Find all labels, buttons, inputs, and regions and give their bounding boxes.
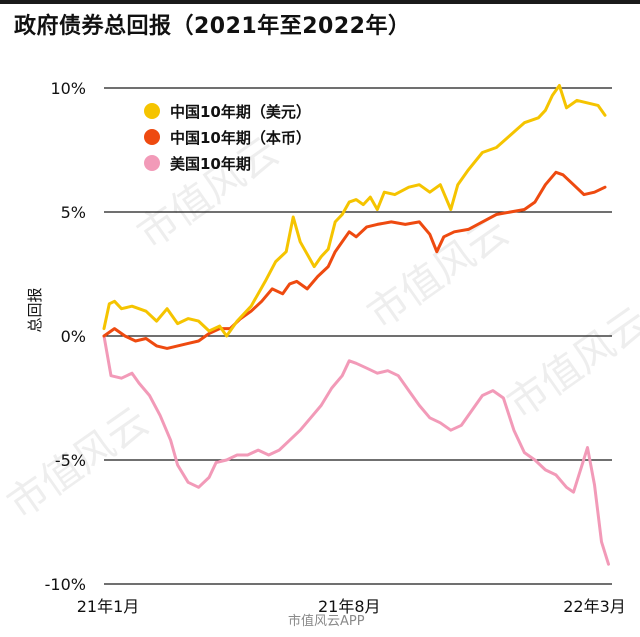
y-tick-label: 0%: [61, 327, 86, 346]
x-tick-label: 21年8月: [318, 597, 381, 616]
watermark-text: 市值风云: [359, 209, 516, 338]
legend-marker: [144, 103, 160, 119]
y-tick-label: -5%: [55, 451, 86, 470]
series-line: [102, 334, 610, 566]
footer-watermark: 市值风云APP: [288, 614, 365, 629]
series-line: [102, 84, 607, 338]
series-layer: [102, 84, 610, 566]
series-line: [102, 170, 607, 350]
y-tick-label: 5%: [61, 203, 86, 222]
y-tick-label: -10%: [45, 575, 86, 594]
legend-marker: [144, 129, 160, 145]
y-axis-label: 总回报: [26, 287, 44, 332]
top-rule: [0, 0, 640, 4]
watermark-text: 市值风云: [499, 299, 640, 428]
y-tick-label: 10%: [50, 79, 86, 98]
x-tick-labels: 21年1月 21年8月 22年3月: [77, 597, 626, 616]
watermark-text: 市值风云: [129, 129, 286, 258]
legend-label: 中国10年期（美元）: [170, 103, 311, 121]
y-tick-labels: 10% 5% 0% -5% -10%: [45, 79, 86, 594]
legend-label: 中国10年期（本币）: [170, 129, 311, 147]
legend-label: 美国10年期: [170, 155, 251, 173]
chart-title: 政府债券总回报（2021年至2022年）: [14, 14, 411, 39]
x-tick-label: 21年1月: [77, 597, 140, 616]
legend: 中国10年期（美元） 中国10年期（本币） 美国10年期: [144, 103, 311, 173]
x-tick-label: 22年3月: [563, 597, 626, 616]
legend-marker: [144, 155, 160, 171]
gridlines: [104, 87, 612, 585]
